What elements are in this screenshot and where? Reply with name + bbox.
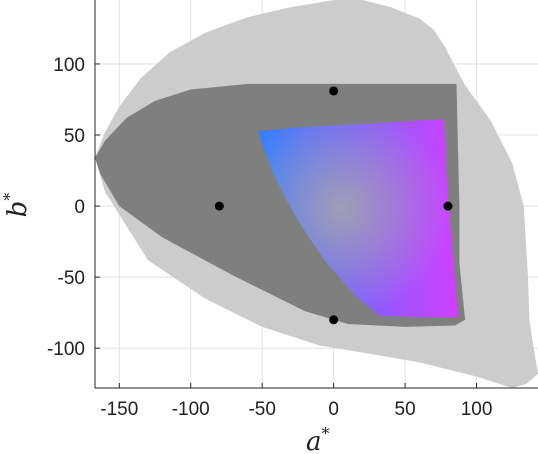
data-point bbox=[329, 315, 339, 325]
x-tick-label: -50 bbox=[248, 399, 275, 420]
colour-gamut-region bbox=[257, 119, 458, 317]
data-point bbox=[214, 201, 224, 211]
axes bbox=[94, 0, 538, 389]
y-tick-label: -100 bbox=[47, 339, 85, 360]
tick-labels: -150 -100 -50 0 50 100 -100 -50 0 50 100 bbox=[47, 55, 492, 420]
colour-gamut-neutral-center bbox=[257, 119, 458, 317]
x-tick-label: 0 bbox=[328, 399, 339, 420]
x-tick-label: -150 bbox=[100, 399, 138, 420]
y-tick-label: -50 bbox=[58, 268, 85, 289]
gamut-regions bbox=[95, 0, 538, 388]
x-tick-label: 50 bbox=[395, 399, 416, 420]
data-point bbox=[329, 86, 339, 96]
y-tick-label: 100 bbox=[53, 55, 85, 76]
y-tick-label: 0 bbox=[74, 197, 85, 218]
reference-points bbox=[214, 86, 453, 325]
x-tick-label: -100 bbox=[172, 399, 210, 420]
x-axis-label: a* bbox=[306, 424, 330, 454]
data-point bbox=[443, 201, 453, 211]
y-axis-label: b* bbox=[0, 193, 33, 218]
x-tick-label: 100 bbox=[461, 399, 493, 420]
y-tick-label: 50 bbox=[64, 126, 85, 147]
